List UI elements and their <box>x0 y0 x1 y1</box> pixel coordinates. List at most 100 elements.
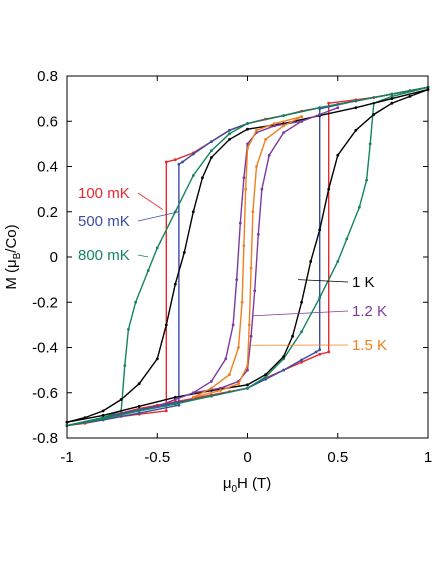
point-1-up-6 <box>264 377 267 381</box>
point-5-up-5 <box>249 266 253 270</box>
point-5-down-3 <box>246 147 249 150</box>
point-3-up-14 <box>354 128 358 132</box>
point-1-up-10 <box>318 348 322 352</box>
point-2-down-5 <box>246 122 249 125</box>
point-3-down-6 <box>228 138 231 141</box>
x-tick-label-2: 0 <box>243 449 251 466</box>
point-3-down-15 <box>119 398 123 401</box>
point-0-up-15 <box>327 350 331 354</box>
series-5 <box>191 115 303 399</box>
point-3-down-8 <box>201 176 204 180</box>
y-tick-label-1: 0.6 <box>37 113 58 130</box>
point-3-up-7 <box>282 355 285 358</box>
label-pointer-3 <box>298 279 349 283</box>
point-4-down-12 <box>155 404 159 408</box>
point-5-up-2 <box>237 382 240 386</box>
point-5-up-1 <box>219 389 222 392</box>
point-4-down-0 <box>300 119 303 123</box>
point-0-up-16 <box>327 101 331 105</box>
point-1-up-7 <box>282 368 285 372</box>
point-2-up-13 <box>365 178 368 182</box>
point-3-up-9 <box>300 300 303 304</box>
point-4-down-9 <box>210 380 213 383</box>
point-5-down-9 <box>210 386 213 390</box>
series-label-4: 1.2 K <box>352 303 387 320</box>
point-2-down-1 <box>390 92 394 96</box>
point-4-up-4 <box>249 334 253 338</box>
point-4-up-3 <box>246 368 249 372</box>
point-4-down-7 <box>231 323 235 327</box>
y-tick-label-7: -0.6 <box>32 385 58 402</box>
x-axis-title-suffix: H (T) <box>237 475 271 492</box>
point-2-down-2 <box>354 99 358 103</box>
point-2-up-14 <box>368 142 372 146</box>
x-axis-title-prefix: μ <box>223 475 232 492</box>
labels-layer: 100 mK 500 mK 800 mK 1 K 1.2 K 1.5 K <box>78 185 387 354</box>
point-5-down-0 <box>300 115 303 119</box>
point-3-up-16 <box>390 101 394 105</box>
point-2-up-2 <box>137 409 141 413</box>
point-2-up-4 <box>210 394 213 398</box>
point-2-down-11 <box>146 269 150 272</box>
y-tick-label-2: 0.4 <box>37 159 58 176</box>
point-5-down-10 <box>191 395 195 399</box>
point-5-down-7 <box>237 346 240 349</box>
point-4-up-6 <box>256 233 260 236</box>
point-3-down-12 <box>164 323 168 327</box>
series-4 <box>155 106 340 408</box>
point-3-down-5 <box>246 127 249 131</box>
point-2-up-12 <box>358 205 361 209</box>
point-1-up-8 <box>300 358 303 362</box>
point-5-down-2 <box>255 128 258 132</box>
point-3-up-12 <box>327 187 331 191</box>
point-4-up-11 <box>318 113 322 116</box>
point-3-down-7 <box>210 156 213 159</box>
point-5-down-1 <box>273 122 276 125</box>
point-2-up-9 <box>318 296 322 300</box>
point-4-down-10 <box>191 391 195 395</box>
point-3-down-10 <box>182 251 186 254</box>
ticks-layer: -1 -0.5 0 0.5 1 0.8 0.6 0.4 0.2 0 -0.2 -0.4 -0.6 -0.8 <box>32 68 432 466</box>
series-line-4-up <box>193 107 339 394</box>
point-2-down-12 <box>134 300 138 304</box>
point-3-down-1 <box>390 97 394 100</box>
point-2-up-3 <box>173 402 177 406</box>
point-1-down-7 <box>210 140 213 144</box>
y-tick-label-3: 0.2 <box>37 204 58 221</box>
point-5-up-3 <box>246 364 249 367</box>
y-axis-title: M (μB/Co) <box>3 224 23 289</box>
point-0-down-16 <box>164 409 168 413</box>
point-5-up-4 <box>247 323 251 327</box>
point-4-down-8 <box>224 357 228 361</box>
point-1-down-10 <box>177 162 181 166</box>
point-5-up-7 <box>255 165 258 168</box>
point-2-up-10 <box>336 260 340 263</box>
label-pointer-2 <box>137 254 149 258</box>
point-5-down-5 <box>242 244 246 248</box>
point-2-down-6 <box>228 132 231 136</box>
point-3-up-11 <box>318 228 322 232</box>
series-line-2-down <box>66 86 429 427</box>
point-2-down-14 <box>123 364 127 367</box>
point-4-up-5 <box>253 289 257 293</box>
point-0-up-14 <box>318 352 322 356</box>
series-label-2: 800 mK <box>78 247 130 264</box>
x-axis-title: μ0H (T) <box>223 475 271 495</box>
point-3-down-9 <box>191 210 195 214</box>
point-2-up-6 <box>264 375 267 379</box>
point-3-up-5 <box>246 383 249 387</box>
point-3-down-16 <box>101 409 105 413</box>
point-3-down-17 <box>83 416 87 419</box>
point-4-down-1 <box>273 124 276 128</box>
point-2-up-11 <box>345 237 349 241</box>
point-3-up-2 <box>137 404 141 408</box>
point-1-down-11 <box>177 403 181 407</box>
point-2-up-16 <box>390 95 394 98</box>
x-tick-label-4: 1 <box>424 449 432 466</box>
point-1-down-12 <box>137 411 141 415</box>
y-tick-label-4: 0 <box>50 249 58 266</box>
point-3-up-6 <box>264 373 267 376</box>
point-0-down-14 <box>173 158 177 162</box>
point-3-up-8 <box>291 334 294 338</box>
y-tick-label-8: -0.8 <box>32 430 58 447</box>
